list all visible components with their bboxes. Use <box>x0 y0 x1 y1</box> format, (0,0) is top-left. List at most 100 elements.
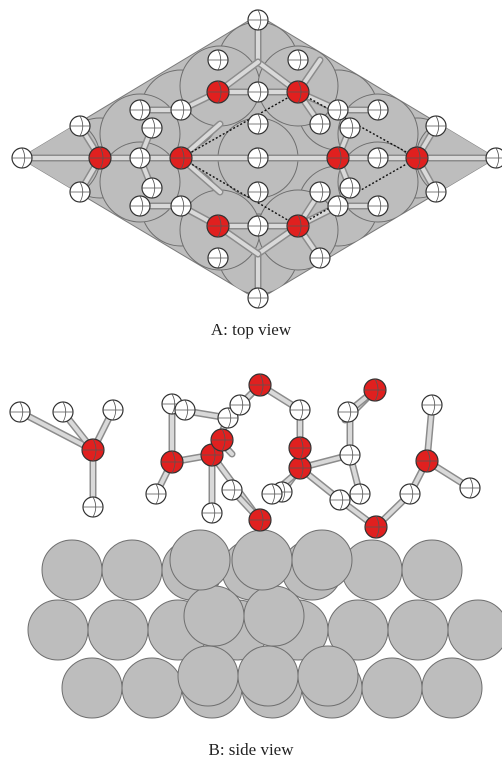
oxygen-atom <box>248 508 272 532</box>
caption-top-view: A: top view <box>210 320 292 339</box>
metal-atom <box>101 539 163 601</box>
hydrogen-atom <box>221 479 243 501</box>
hydrogen-atom <box>247 9 269 31</box>
hydrogen-atom <box>201 502 223 524</box>
oxygen-atom <box>88 146 112 170</box>
hydrogen-atom <box>247 181 269 203</box>
metal-atom <box>231 529 293 591</box>
metal-atom <box>337 141 419 223</box>
metal-atom <box>243 585 305 647</box>
oxygen-atom <box>210 428 234 452</box>
hydrogen-atom <box>170 195 192 217</box>
oxygen-atom <box>206 214 230 238</box>
metal-atom <box>183 585 245 647</box>
metal-atom <box>121 657 183 719</box>
hydrogen-atom <box>141 177 163 199</box>
oxygen-atom <box>206 80 230 104</box>
hydrogen-atom <box>367 99 389 121</box>
hydrogen-atom <box>207 49 229 71</box>
oxygen-atom <box>288 436 312 460</box>
oxygen-atom <box>364 515 388 539</box>
hydrogen-atom <box>52 401 74 423</box>
hydrogen-atom <box>129 99 151 121</box>
hydrogen-atom <box>309 113 331 135</box>
metal-atom <box>99 141 181 223</box>
hydrogen-atom <box>425 115 447 137</box>
oxygen-atom <box>160 450 184 474</box>
metal-atom <box>361 657 423 719</box>
hydrogen-atom <box>247 215 269 237</box>
hydrogen-atom <box>247 147 269 169</box>
water-molecules-side <box>9 373 481 539</box>
oxygen-atom <box>286 214 310 238</box>
oxygen-atom <box>363 378 387 402</box>
hydrogen-atom <box>229 394 251 416</box>
metal-atoms-side <box>27 529 502 719</box>
oxygen-atom <box>415 449 439 473</box>
hydrogen-atom <box>349 483 371 505</box>
metal-atom <box>41 539 103 601</box>
hydrogen-atom <box>145 483 167 505</box>
oxygen-atom <box>405 146 429 170</box>
hydrogen-atom <box>82 496 104 518</box>
hydrogen-atom <box>399 483 421 505</box>
hydrogen-atom <box>421 394 443 416</box>
hydrogen-atom <box>207 247 229 269</box>
metal-atom <box>447 599 502 661</box>
hydrogen-atom <box>425 181 447 203</box>
hydrogen-atom <box>459 477 481 499</box>
hydrogen-atom <box>247 287 269 309</box>
metal-atom <box>87 599 149 661</box>
hydrogen-atom <box>247 113 269 135</box>
hydrogen-atom <box>69 181 91 203</box>
hbond <box>16 408 97 454</box>
hydrogen-atom <box>11 147 33 169</box>
metal-atom <box>169 529 231 591</box>
hydrogen-atom <box>289 399 311 421</box>
metal-atom <box>387 599 449 661</box>
hydrogen-atom <box>102 399 124 421</box>
hydrogen-atom <box>367 195 389 217</box>
hydrogen-atom <box>170 99 192 121</box>
oxygen-atom <box>288 456 312 480</box>
top-view-panel <box>11 9 502 309</box>
hydrogen-atom <box>247 81 269 103</box>
caption-side-view: B: side view <box>208 740 294 759</box>
hydrogen-atom <box>339 444 361 466</box>
metal-atom <box>291 529 353 591</box>
hydrogen-atom <box>329 489 351 511</box>
hydrogen-atom <box>337 401 359 423</box>
hydrogen-atom <box>287 49 309 71</box>
oxygen-atom <box>326 146 350 170</box>
metal-atom <box>61 657 123 719</box>
hydrogen-atom <box>339 177 361 199</box>
hydrogen-atom <box>367 147 389 169</box>
metal-atom <box>27 599 89 661</box>
metal-atom <box>421 657 483 719</box>
hydrogen-atom <box>9 401 31 423</box>
metal-atom <box>237 645 299 707</box>
water-molecules-top <box>11 9 502 309</box>
oxygen-atom <box>169 146 193 170</box>
oxygen-atom <box>81 438 105 462</box>
hydrogen-atom <box>129 195 151 217</box>
oxygen-atom <box>248 373 272 397</box>
metal-atom <box>297 645 359 707</box>
hydrogen-atom <box>69 115 91 137</box>
hydrogen-atom <box>309 181 331 203</box>
oxygen-atom <box>286 80 310 104</box>
hydrogen-atom <box>339 117 361 139</box>
hydrogen-atom <box>217 407 239 429</box>
hydrogen-atom <box>129 147 151 169</box>
hydrogen-atom <box>485 147 502 169</box>
hydrogen-atom <box>174 399 196 421</box>
hydrogen-atom <box>261 483 283 505</box>
metal-atom <box>341 539 403 601</box>
metal-atom <box>401 539 463 601</box>
hydrogen-atom <box>327 99 349 121</box>
hydrogen-atom <box>141 117 163 139</box>
metal-atom <box>177 645 239 707</box>
hydrogen-atom <box>327 195 349 217</box>
hydrogen-atom <box>309 247 331 269</box>
